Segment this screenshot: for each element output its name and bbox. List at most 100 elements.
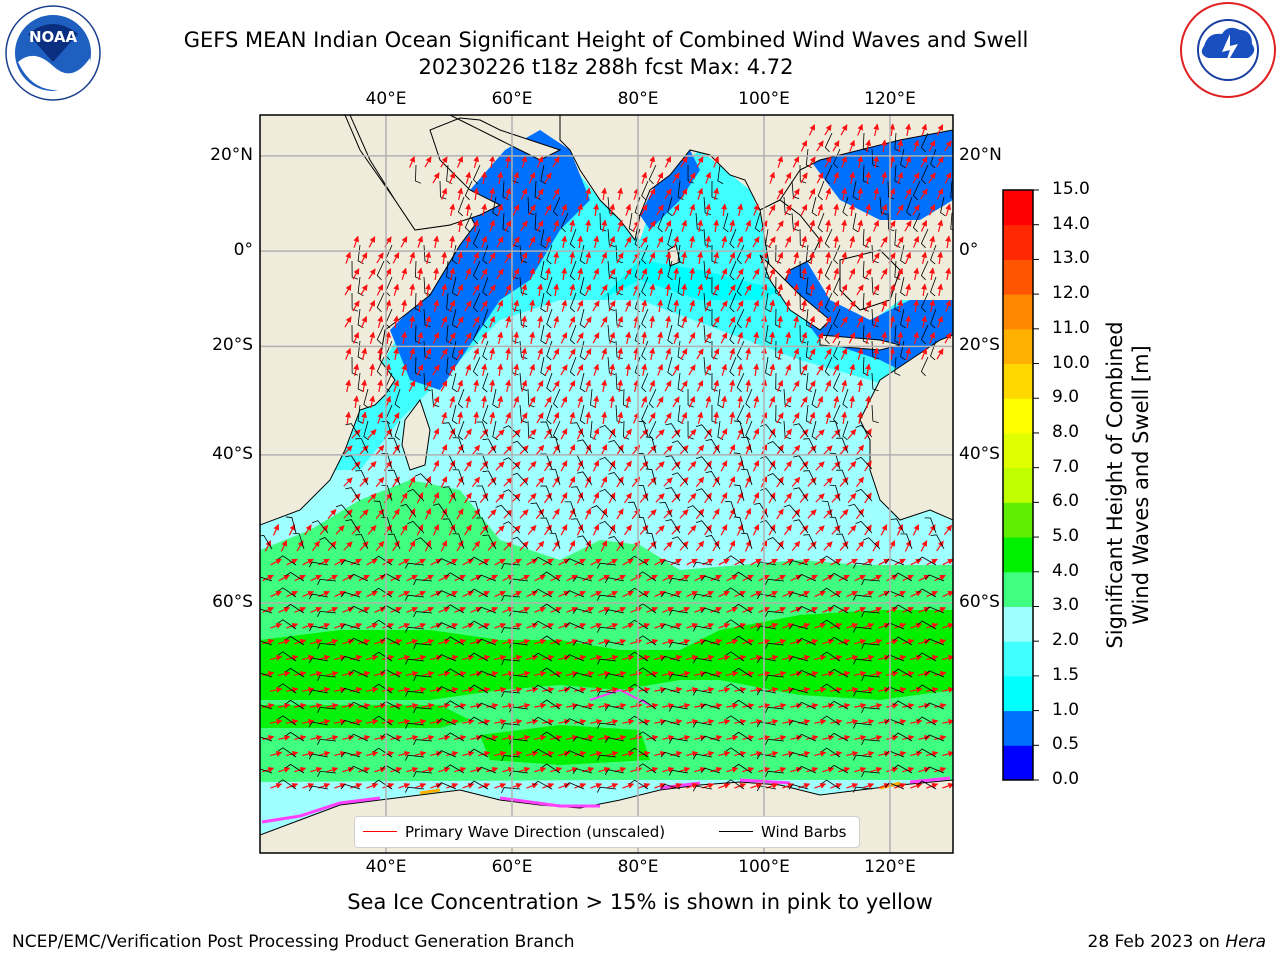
wind-barb <box>887 180 895 200</box>
wave-arrow <box>401 331 408 345</box>
wave-arrow <box>736 268 744 280</box>
wave-arrow <box>809 251 816 265</box>
wave-arrow <box>905 347 912 360</box>
wave-arrow <box>833 235 840 249</box>
footer-date-text: 28 Feb 2023 on <box>1087 932 1226 952</box>
wave-arrow <box>456 348 464 360</box>
wind-barb <box>775 244 782 264</box>
wave-arrow <box>905 315 912 329</box>
wave-arrow <box>840 316 848 328</box>
wave-arrow <box>857 123 863 136</box>
wave-arrow <box>704 332 712 344</box>
wave-arrow <box>720 332 728 344</box>
wave-arrow <box>424 348 432 360</box>
wind-barb <box>607 228 616 247</box>
wave-arrow <box>657 299 664 313</box>
wave-arrow <box>665 315 672 329</box>
wave-arrow <box>665 251 672 264</box>
wave-arrow <box>841 219 848 233</box>
wave-arrow <box>793 347 800 360</box>
wave-arrow <box>929 235 936 248</box>
wind-barb <box>546 372 553 393</box>
wave-arrow <box>497 203 504 216</box>
wind-barb <box>799 228 807 248</box>
wave-arrow <box>465 363 472 376</box>
wave-arrow <box>489 411 496 424</box>
wave-arrow <box>360 284 368 296</box>
wind-barb <box>824 324 833 345</box>
wind-barb <box>451 404 458 425</box>
wind-barb <box>641 180 649 201</box>
wind-barb <box>363 420 369 441</box>
wave-arrow <box>392 252 400 264</box>
wind-barb <box>703 324 712 344</box>
wave-arrow <box>864 235 872 248</box>
wave-arrow <box>392 412 400 424</box>
colorbar-swatch-14 <box>1003 259 1033 295</box>
wave-arrow <box>697 283 704 296</box>
wave-arrow <box>872 284 880 296</box>
wave-arrow <box>945 299 952 312</box>
wind-barb <box>423 372 431 392</box>
wave-arrow <box>713 219 720 233</box>
wave-arrow <box>808 348 816 360</box>
wave-arrow <box>496 268 504 280</box>
wind-barb <box>765 324 771 345</box>
wave-arrow <box>409 251 416 264</box>
wave-arrow <box>344 316 352 328</box>
wave-arrow <box>817 299 824 312</box>
wave-arrow <box>936 188 944 200</box>
wave-arrow <box>696 156 704 168</box>
wave-arrow <box>592 332 600 344</box>
wave-arrow <box>729 347 736 360</box>
wind-barb <box>540 164 547 185</box>
wave-arrow <box>424 380 432 392</box>
wave-arrow <box>689 299 696 312</box>
wave-arrow <box>800 140 808 152</box>
wave-arrow <box>481 363 488 376</box>
wind-barb <box>579 244 586 265</box>
colorbar-title-line2: Wind Waves and Swell [m] <box>1129 345 1153 625</box>
wave-arrow <box>824 124 832 136</box>
wave-arrow <box>520 220 528 232</box>
wave-arrow <box>417 267 424 281</box>
wind-barb <box>791 212 800 231</box>
wind-barb <box>534 180 541 200</box>
wave-arrow <box>601 251 607 264</box>
wave-arrow <box>633 379 640 392</box>
colorbar-label-7.0: 7.0 <box>1052 456 1080 477</box>
wave-arrow <box>529 267 536 280</box>
wave-arrow <box>680 156 688 168</box>
wave-arrow <box>777 283 784 296</box>
wave-arrow <box>440 348 448 360</box>
wave-arrow <box>752 236 760 248</box>
wave-arrow <box>864 300 872 312</box>
wave-arrow <box>768 204 776 216</box>
wave-arrow <box>928 172 936 184</box>
wind-barb <box>805 276 812 296</box>
wave-arrow <box>752 268 760 280</box>
wave-arrow <box>465 267 472 280</box>
wave-arrow <box>480 300 488 312</box>
colorbar-label-14.0: 14.0 <box>1052 213 1090 234</box>
wind-barb <box>552 388 561 409</box>
wave-arrow <box>561 267 568 281</box>
wave-arrow <box>737 363 744 377</box>
wave-arrow <box>489 315 495 328</box>
wave-arrow <box>817 235 824 249</box>
wave-arrow <box>905 123 912 137</box>
wind-barb <box>641 308 649 329</box>
wave-arrow <box>457 283 463 296</box>
wind-barb <box>579 404 586 425</box>
wind-barb <box>641 404 649 425</box>
wave-arrow <box>432 172 440 184</box>
wind-barb <box>703 196 712 216</box>
wave-arrow <box>801 267 808 281</box>
wave-arrow <box>441 187 447 200</box>
wave-arrow <box>856 284 864 296</box>
wave-arrow <box>873 123 880 136</box>
wave-arrow <box>656 396 664 408</box>
wave-arrow <box>728 316 736 328</box>
wave-arrow <box>657 267 664 280</box>
colorbar-label-0.0: 0.0 <box>1052 769 1080 789</box>
